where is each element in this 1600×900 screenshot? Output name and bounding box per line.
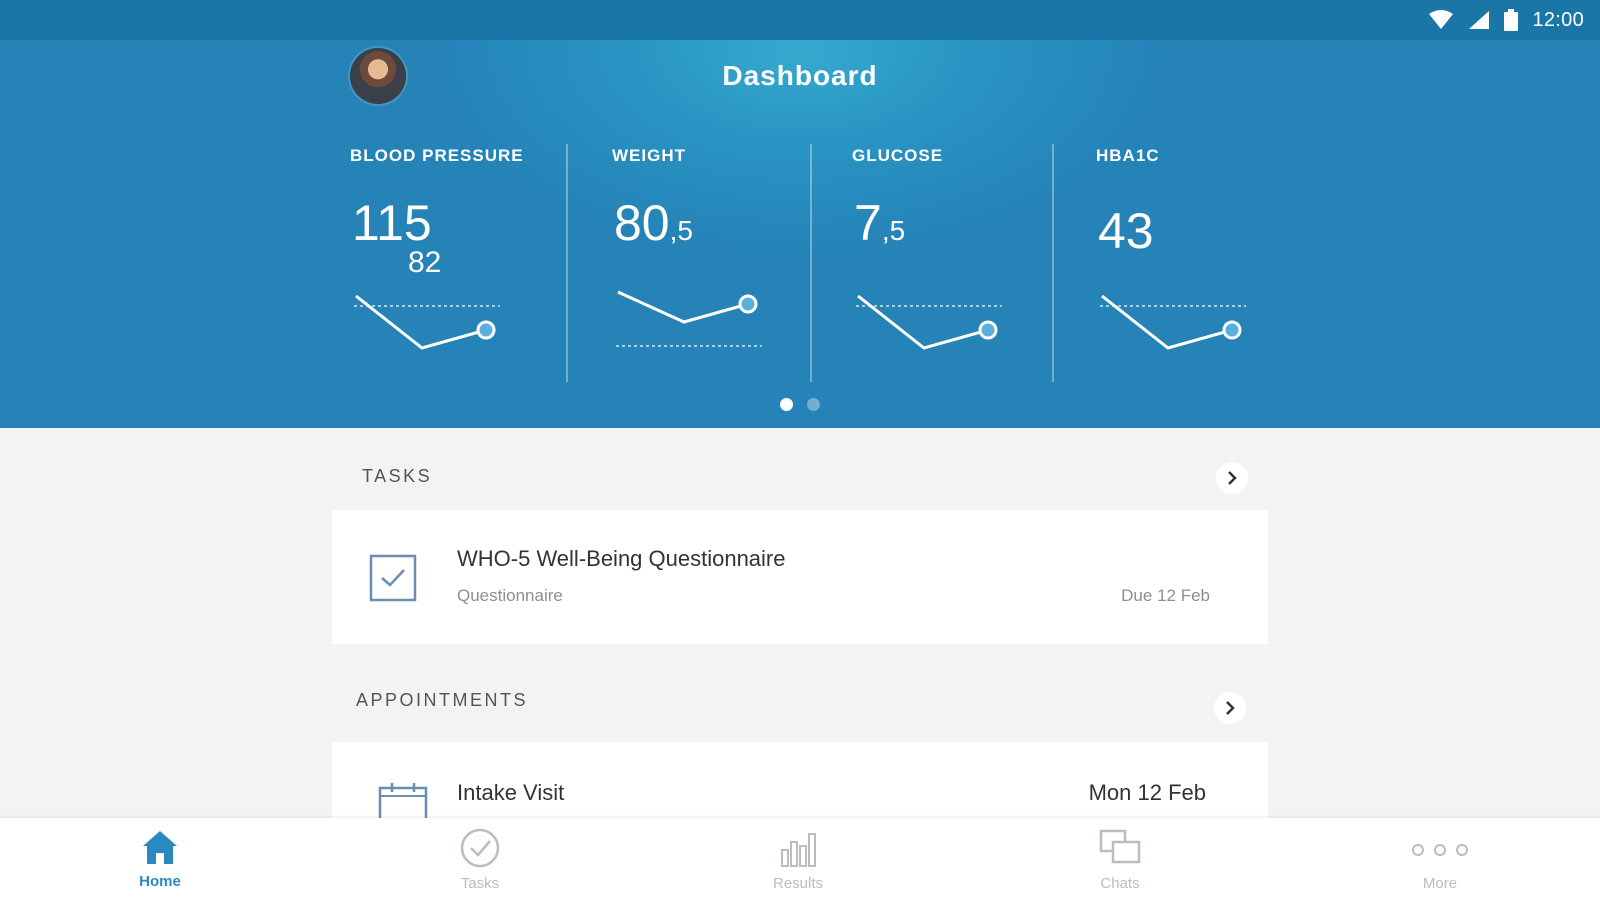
page-dot-active[interactable] — [780, 398, 793, 411]
metric-value: 80,5 — [614, 195, 693, 251]
trend-point — [1222, 320, 1242, 340]
tasks-more-button[interactable] — [1216, 462, 1248, 494]
wifi-icon — [1429, 10, 1454, 29]
metric-label: WEIGHT — [612, 146, 686, 165]
status-icons: 12:00 — [1428, 8, 1584, 32]
bar-chart-icon — [781, 833, 816, 867]
battery-icon — [1504, 9, 1519, 31]
nav-label: Chats — [1100, 875, 1140, 892]
metric-label: HBA1C — [1096, 146, 1160, 165]
trend-point — [738, 294, 758, 314]
bottom-navigation: Home Tasks Results Chats More — [0, 818, 1600, 900]
avatar[interactable] — [350, 48, 406, 104]
chat-icon — [1099, 829, 1141, 864]
metric-divider — [1052, 144, 1054, 382]
nav-label: Home — [139, 873, 181, 890]
check-circle-icon — [460, 828, 500, 868]
dashboard-header: Dashboard BLOOD PRESSURE 115 82 WEIGHT 8… — [0, 40, 1600, 428]
trend-point — [978, 320, 998, 340]
chevron-right-icon — [1226, 701, 1235, 715]
page-dot[interactable] — [807, 398, 820, 411]
calendar-icon — [378, 783, 428, 822]
signal-icon — [1469, 11, 1490, 29]
trend-sparkline — [856, 294, 1002, 350]
metric-value: 7,5 — [854, 195, 906, 251]
status-time: 12:00 — [1532, 8, 1584, 31]
nav-label: More — [1422, 875, 1458, 892]
metric-weight[interactable]: WEIGHT 80,5 — [612, 146, 812, 386]
trend-sparkline — [1100, 294, 1246, 350]
metric-value: 115 — [352, 195, 432, 251]
nav-label: Tasks — [460, 875, 500, 892]
page-indicator — [0, 398, 1600, 411]
nav-label: Results — [772, 875, 824, 892]
nav-home[interactable]: Home — [100, 828, 220, 890]
page-title: Dashboard — [722, 60, 878, 91]
metric-label: BLOOD PRESSURE — [350, 146, 524, 165]
task-type: Questionnaire — [457, 586, 563, 605]
metric-divider — [566, 144, 568, 382]
appointment-date: Mon 12 Feb — [1088, 780, 1206, 805]
appointment-card[interactable]: Intake Visit Mon 12 Feb — [332, 742, 1268, 832]
status-bar: 12:00 — [0, 0, 1600, 40]
metric-divider — [810, 144, 812, 382]
nav-chats[interactable]: Chats — [1060, 828, 1180, 892]
metric-value: 43 — [1098, 203, 1154, 259]
task-due-date: Due 12 Feb — [1121, 586, 1210, 605]
metric-glucose[interactable]: GLUCOSE 7,5 — [852, 146, 1052, 386]
appointment-title: Intake Visit — [457, 780, 565, 805]
task-card[interactable]: WHO-5 Well-Being Questionnaire Questionn… — [332, 510, 1268, 644]
metric-label: GLUCOSE — [852, 146, 944, 165]
nav-results[interactable]: Results — [738, 828, 858, 892]
chevron-right-icon — [1228, 471, 1237, 485]
metric-secondary-value: 82 — [408, 246, 442, 279]
task-title: WHO-5 Well-Being Questionnaire — [457, 546, 786, 571]
home-icon — [143, 831, 177, 864]
nav-more[interactable]: More — [1380, 828, 1500, 892]
tasks-section-title: TASKS — [362, 466, 433, 486]
metric-blood-pressure[interactable]: BLOOD PRESSURE 115 82 — [350, 146, 550, 386]
appointments-more-button[interactable] — [1214, 692, 1246, 724]
nav-tasks[interactable]: Tasks — [420, 828, 540, 892]
trend-sparkline — [354, 294, 500, 350]
trend-sparkline — [616, 290, 762, 347]
trend-point — [476, 320, 496, 340]
metric-hba1c[interactable]: HBA1C 43 — [1096, 146, 1296, 386]
more-dots-icon — [1412, 844, 1468, 856]
checkbox-icon — [369, 554, 417, 602]
appointments-section-title: APPOINTMENTS — [356, 690, 529, 710]
